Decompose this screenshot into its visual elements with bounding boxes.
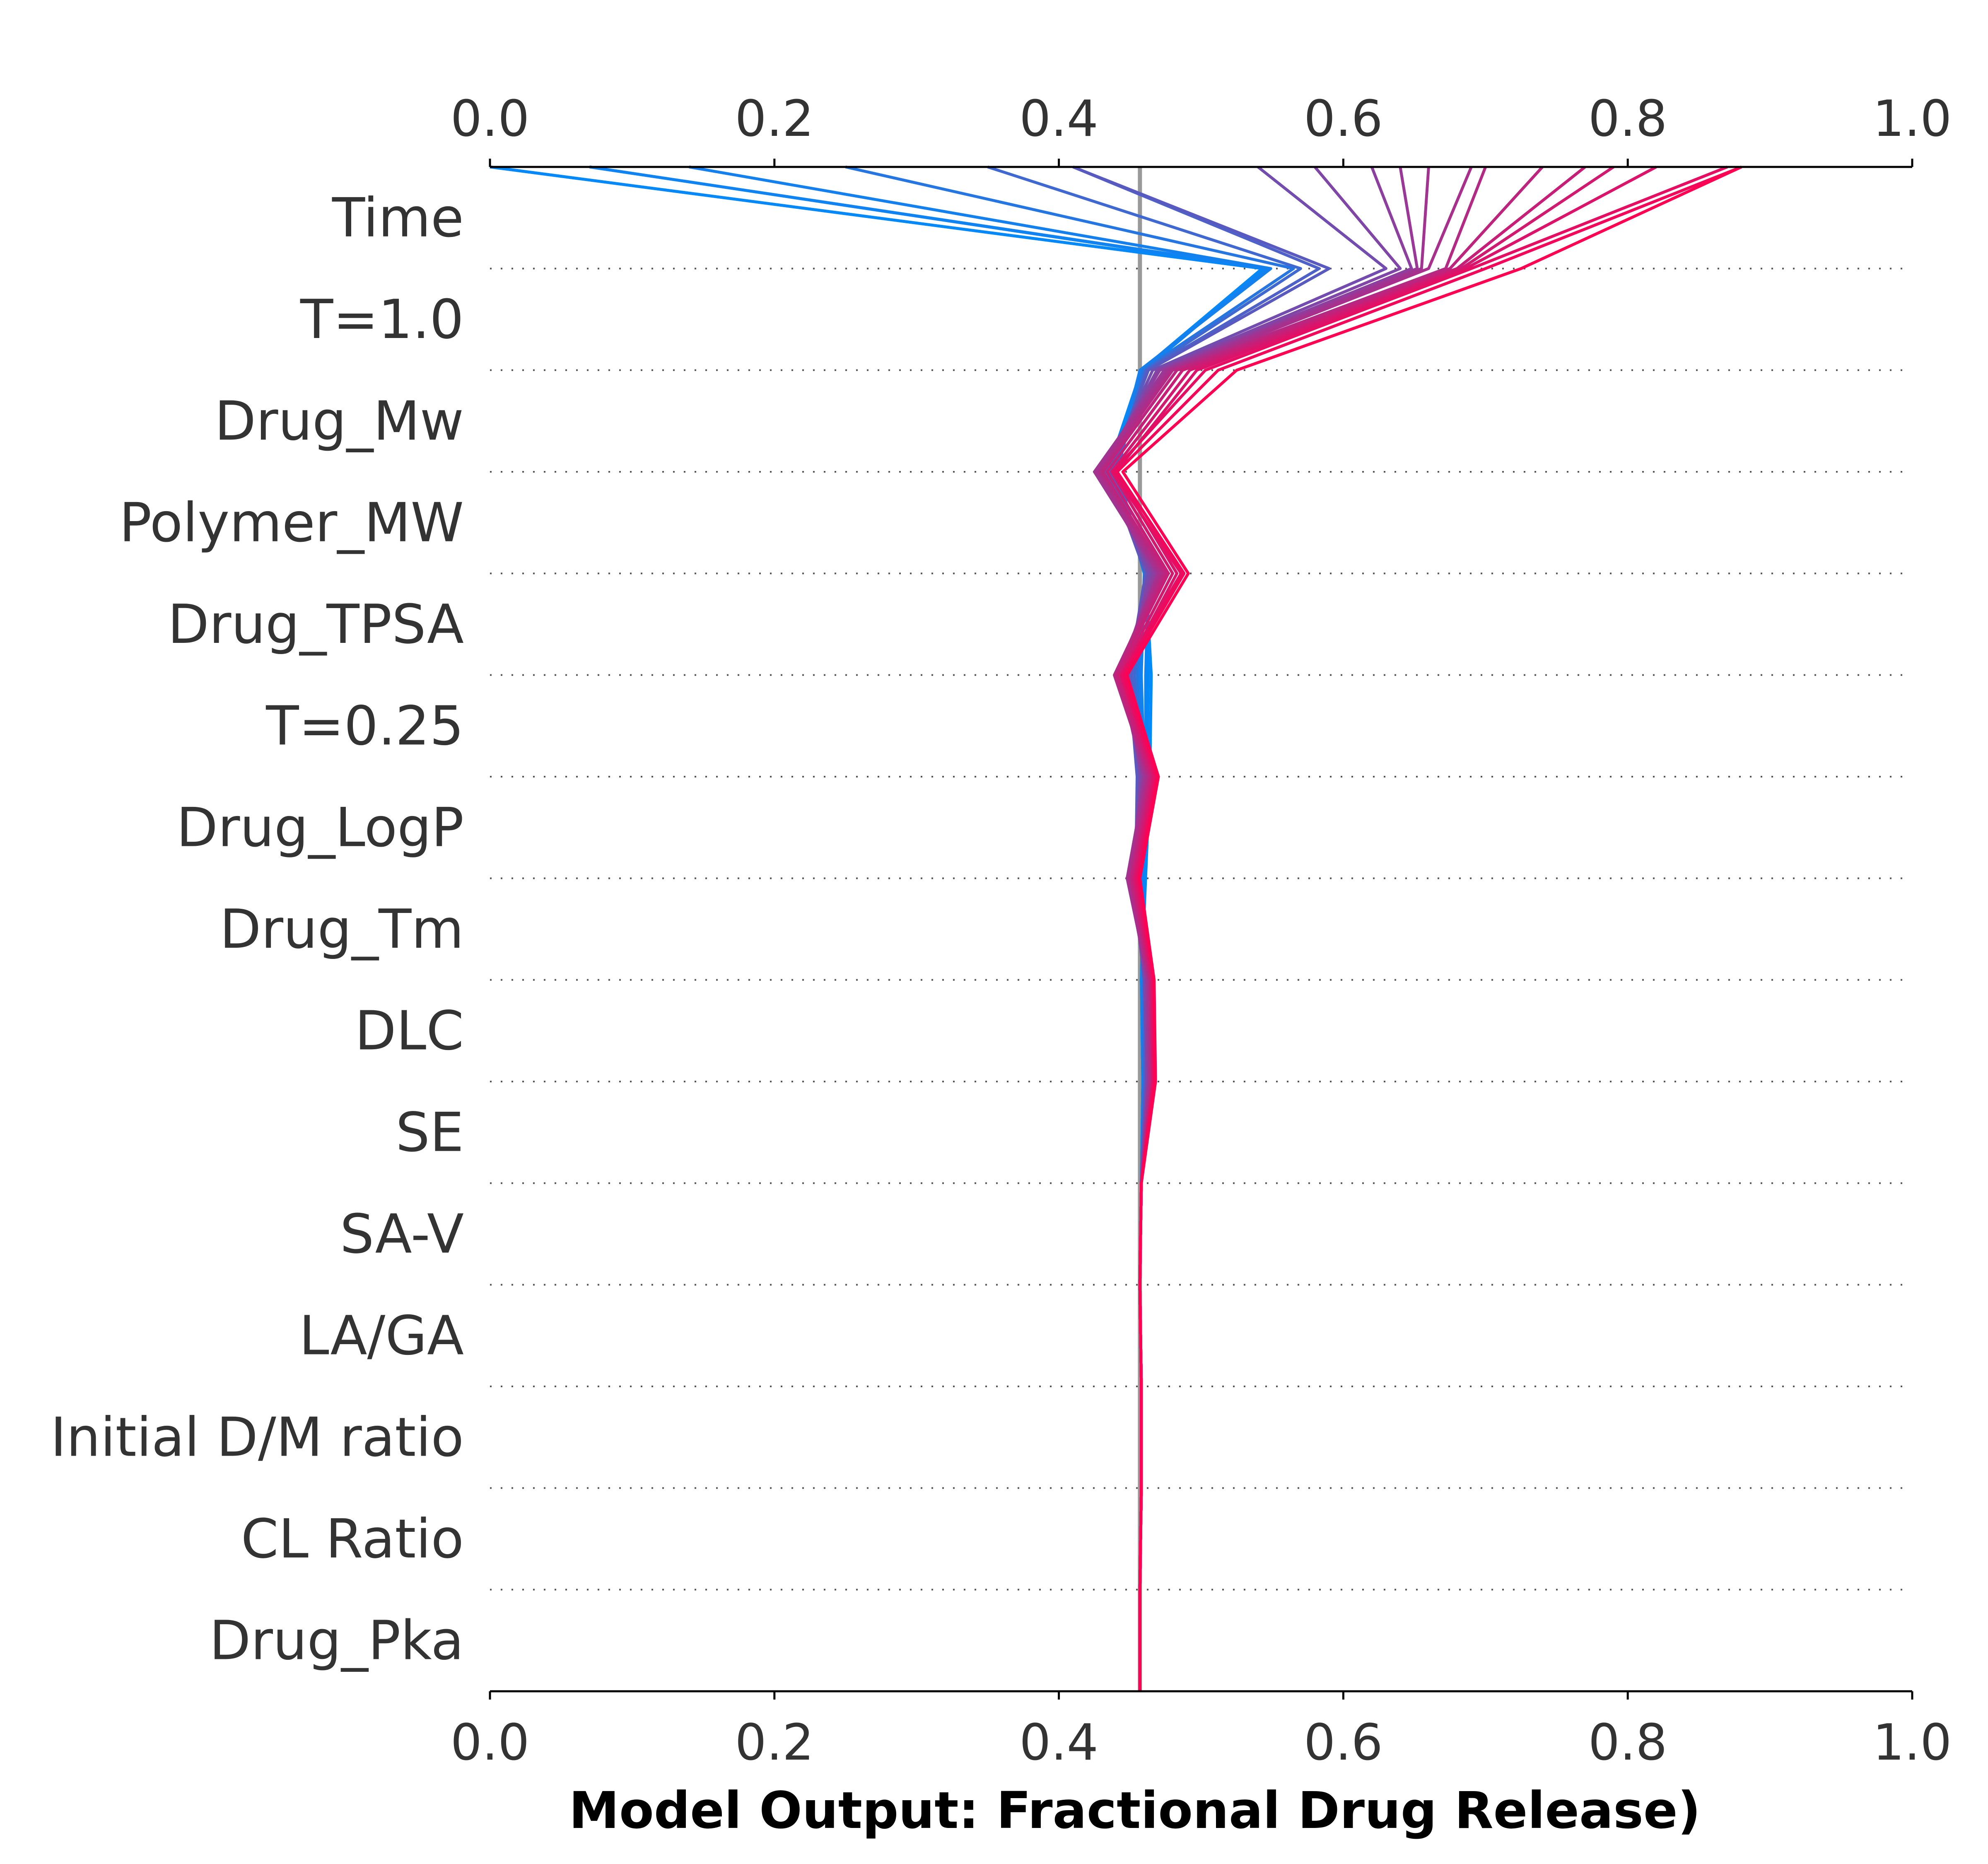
grid-lines: [490, 268, 1908, 1591]
feature-label: T=1.0: [300, 288, 464, 351]
bottom-tick-label: 0.4: [1019, 1714, 1098, 1772]
top-tick-label: 0.4: [1019, 90, 1098, 148]
bottom-tick-label: 0.0: [451, 1714, 530, 1772]
series-line: [1115, 165, 1742, 1691]
series-line: [1105, 166, 1586, 1691]
feature-label: Drug_Mw: [215, 389, 464, 452]
feature-label: CL Ratio: [241, 1507, 464, 1570]
feature-label: LA/GA: [299, 1304, 464, 1367]
series-line: [1110, 166, 1614, 1691]
feature-label: Initial D/M ratio: [51, 1406, 464, 1469]
top-tick-label: 0.6: [1304, 90, 1383, 148]
bottom-tick-label: 1.0: [1873, 1714, 1952, 1772]
series-line: [1072, 165, 1331, 1691]
x-axis-title: Model Output: Fractional Drug Release): [569, 1781, 1701, 1840]
feature-label: Drug_Tm: [220, 898, 464, 961]
bottom-tick-label: 0.2: [735, 1714, 814, 1772]
series-line: [1072, 165, 1321, 1691]
feature-label: Drug_TPSA: [168, 593, 464, 656]
feature-label: SE: [396, 1101, 464, 1164]
top-tick-label: 0.8: [1588, 90, 1667, 148]
series-lines: [490, 165, 1742, 1691]
feature-label: Drug_Pka: [209, 1609, 464, 1672]
feature-label: T=0.25: [265, 694, 464, 757]
series-line: [1121, 165, 1742, 1691]
top-axis-ticks: 0.0 0.2 0.4 0.6 0.8 1.0: [451, 90, 1952, 167]
bottom-axis-ticks: 0.0 0.2 0.4 0.6 0.8 1.0: [451, 1691, 1952, 1772]
feature-label: Drug_LogP: [176, 796, 464, 859]
feature-labels: Time T=1.0 Drug_Mw Polymer_MW Drug_TPSA T=0.2…: [51, 186, 464, 1672]
series-line: [1111, 165, 1728, 1691]
series-line: [589, 165, 1269, 1691]
series-line: [1114, 165, 1657, 1691]
bottom-tick-label: 0.6: [1304, 1714, 1383, 1772]
bottom-tick-label: 0.8: [1588, 1714, 1667, 1772]
feature-label: SA-V: [340, 1202, 464, 1265]
top-tick-label: 0.2: [735, 90, 814, 148]
feature-label: Polymer_MW: [119, 491, 464, 554]
top-tick-label: 1.0: [1873, 90, 1952, 148]
top-tick-label: 0.0: [451, 90, 530, 148]
feature-label: DLC: [355, 999, 464, 1062]
series-line: [845, 165, 1295, 1691]
feature-label: Time: [332, 186, 464, 249]
